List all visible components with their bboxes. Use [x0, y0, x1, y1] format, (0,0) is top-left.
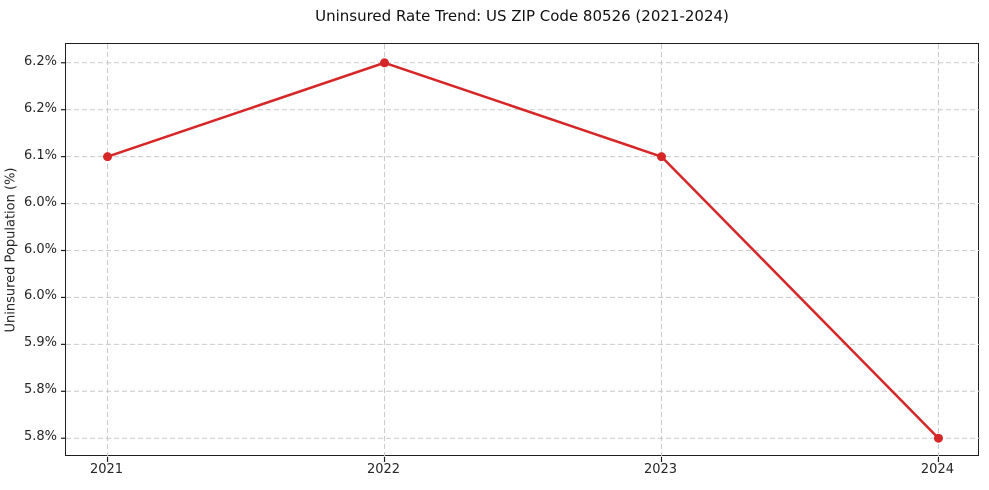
x-tick-label: 2024 [920, 462, 954, 477]
data-point-marker [380, 58, 390, 68]
chart-canvas [61, 44, 980, 462]
plot-area [61, 43, 980, 462]
y-tick-label: 5.8% [23, 382, 57, 398]
chart-title: Uninsured Rate Trend: US ZIP Code 80526 … [315, 7, 729, 25]
y-tick-label: 6.0% [23, 288, 57, 304]
data-point-marker [656, 152, 666, 162]
y-tick-label: 6.1% [23, 147, 57, 163]
x-tick-label: 2023 [643, 462, 678, 477]
y-tick-label: 6.0% [23, 241, 57, 257]
data-point-marker [103, 152, 113, 162]
data-line [106, 61, 940, 440]
y-tick-label: 6.2% [23, 53, 57, 69]
y-tick-label: 5.9% [23, 335, 57, 351]
x-tick-label: 2022 [366, 462, 401, 477]
data-point-marker [933, 433, 943, 443]
y-tick-label: 6.2% [23, 100, 57, 116]
x-tick-label: 2021 [89, 462, 124, 477]
y-tick-label: 6.0% [23, 194, 57, 210]
y-tick-label: 5.8% [23, 429, 57, 445]
